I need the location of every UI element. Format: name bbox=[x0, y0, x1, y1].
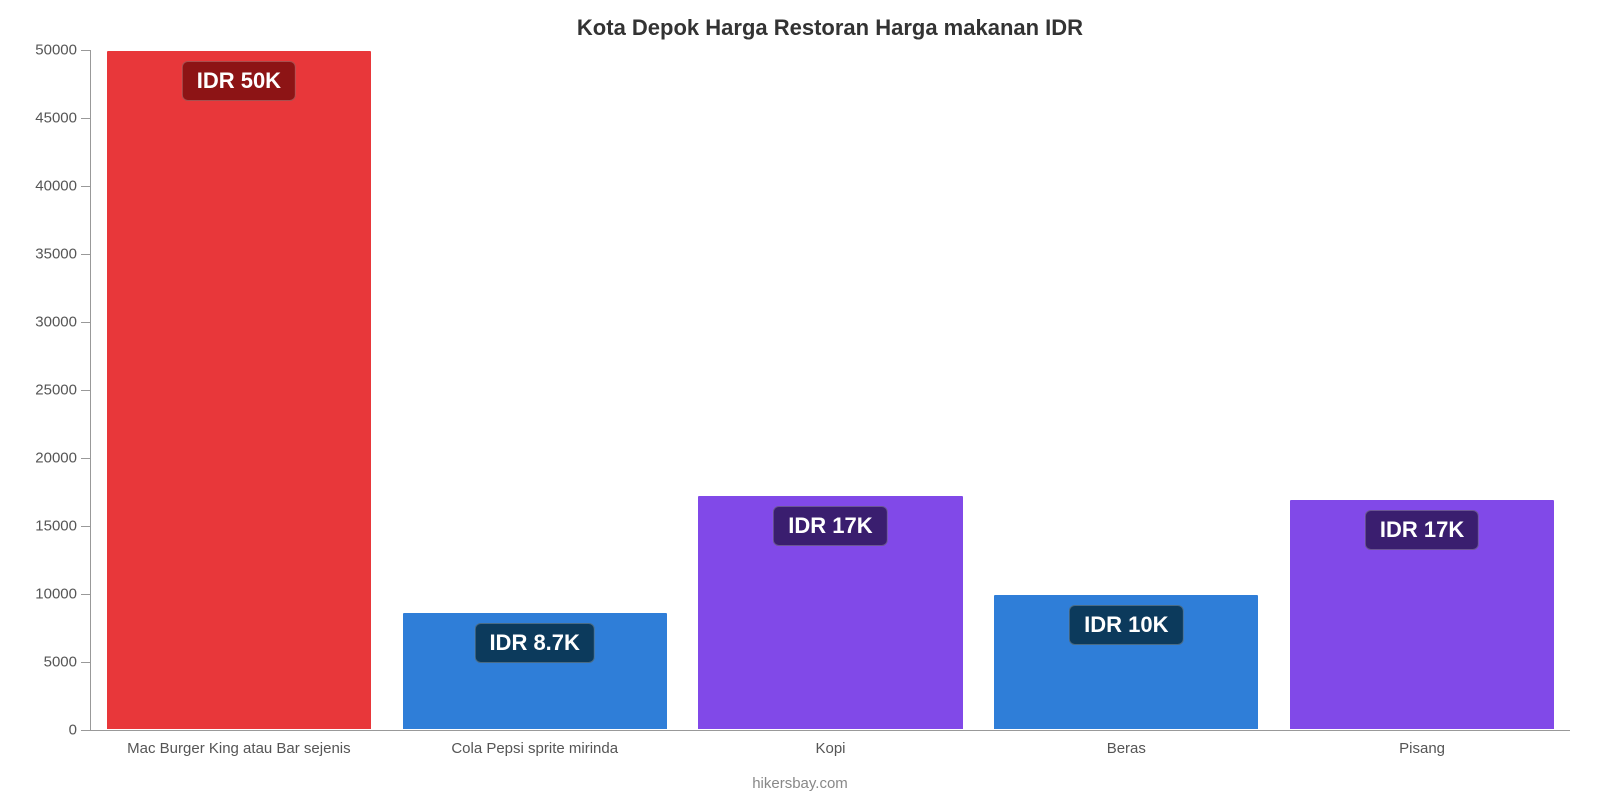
y-tick-label: 10000 bbox=[35, 586, 91, 603]
bar: IDR 8.7K bbox=[402, 612, 668, 730]
y-tick-label: 25000 bbox=[35, 382, 91, 399]
y-tick-label: 0 bbox=[69, 722, 91, 739]
bar-slot: IDR 17K bbox=[683, 51, 979, 730]
y-tick-label: 20000 bbox=[35, 450, 91, 467]
plot-area: IDR 50KIDR 8.7KIDR 17KIDR 10KIDR 17K Mac… bbox=[90, 51, 1570, 731]
bar-value-label: IDR 17K bbox=[1365, 510, 1479, 550]
bar-slot: IDR 50K bbox=[91, 51, 387, 730]
y-tick-label: 40000 bbox=[35, 178, 91, 195]
y-tick-label: 35000 bbox=[35, 246, 91, 263]
bar-slot: IDR 17K bbox=[1274, 51, 1570, 730]
x-axis-label: Pisang bbox=[1274, 740, 1570, 757]
bar-value-label: IDR 8.7K bbox=[474, 623, 594, 663]
x-axis-label: Beras bbox=[978, 740, 1274, 757]
bars-group: IDR 50K IDR 8.7K IDR 17K IDR 10K IDR 17K bbox=[91, 51, 1570, 730]
bar-slot: IDR 10K bbox=[978, 51, 1274, 730]
y-tick-label: 15000 bbox=[35, 518, 91, 535]
bar: IDR 17K bbox=[697, 495, 963, 730]
y-tick-label: 45000 bbox=[35, 110, 91, 127]
bar: IDR 17K bbox=[1289, 499, 1555, 730]
x-axis-label: Kopi bbox=[683, 740, 979, 757]
y-tick-label: 5000 bbox=[44, 654, 91, 671]
bar-value-label: IDR 10K bbox=[1069, 605, 1183, 645]
attribution-text: hikersbay.com bbox=[0, 775, 1600, 792]
x-axis-labels: Mac Burger King atau Bar sejenisCola Pep… bbox=[91, 730, 1570, 757]
bar-slot: IDR 8.7K bbox=[387, 51, 683, 730]
y-tick-label: 30000 bbox=[35, 314, 91, 331]
bar: IDR 50K bbox=[106, 50, 372, 730]
bar: IDR 10K bbox=[993, 594, 1259, 730]
bar-value-label: IDR 50K bbox=[182, 61, 296, 101]
chart-container: Kota Depok Harga Restoran Harga makanan … bbox=[0, 0, 1600, 800]
x-axis-label: Cola Pepsi sprite mirinda bbox=[387, 740, 683, 757]
bar-value-label: IDR 17K bbox=[773, 506, 887, 546]
y-tick-label: 50000 bbox=[35, 42, 91, 59]
chart-title: Kota Depok Harga Restoran Harga makanan … bbox=[90, 15, 1570, 41]
x-axis-label: Mac Burger King atau Bar sejenis bbox=[91, 740, 387, 757]
